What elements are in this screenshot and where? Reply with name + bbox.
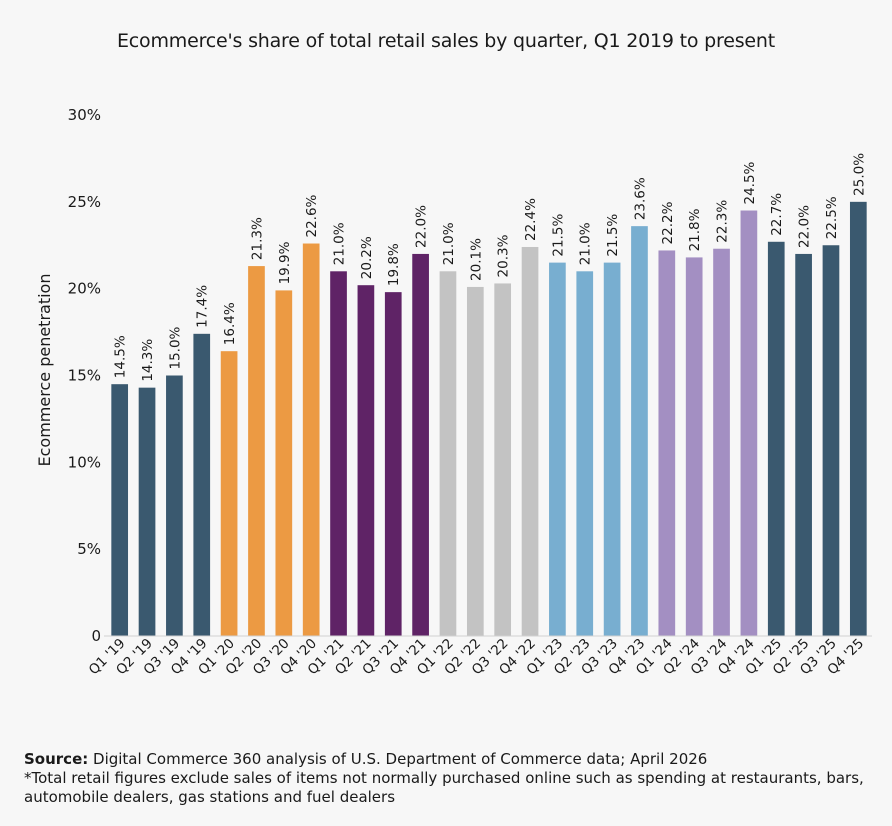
data-label: 22.5%	[824, 196, 840, 239]
y-tick-label: 30%	[68, 106, 101, 124]
bar	[193, 333, 211, 636]
data-label: 14.3%	[140, 339, 156, 382]
bar	[439, 271, 457, 636]
data-label: 22.4%	[523, 198, 539, 241]
bar	[138, 387, 156, 636]
bar	[849, 201, 867, 637]
bar	[795, 253, 812, 636]
data-label: 23.6%	[632, 177, 648, 220]
data-label: 25.0%	[851, 153, 867, 196]
y-tick-label: 25%	[68, 193, 101, 211]
data-label: 21.0%	[441, 222, 457, 265]
data-label: 14.5%	[113, 335, 129, 378]
data-label: 20.2%	[359, 236, 375, 279]
data-label: 20.1%	[468, 238, 484, 281]
bar	[576, 271, 594, 636]
bar	[220, 351, 238, 636]
bar	[631, 226, 648, 636]
y-tick-label: 10%	[68, 453, 101, 471]
bar	[494, 283, 512, 636]
bar	[330, 271, 347, 636]
bar	[111, 384, 129, 636]
data-label: 15.0%	[167, 326, 183, 369]
bar	[384, 292, 402, 636]
data-label: 21.5%	[550, 214, 566, 257]
data-label: 21.3%	[249, 217, 265, 260]
footer: Source: Digital Commerce 360 analysis of…	[24, 750, 884, 807]
bar	[713, 248, 730, 636]
bar	[740, 210, 758, 636]
data-label: 21.0%	[578, 222, 594, 265]
data-label: 21.8%	[687, 208, 703, 251]
data-label: 19.8%	[386, 243, 402, 286]
bar-chart: 0 5% 10% 15% 20% 25% 30% Ecommerce penetration…	[35, 106, 872, 679]
bars	[111, 201, 867, 637]
data-label: 21.0%	[332, 222, 348, 265]
data-label: 20.3%	[496, 234, 512, 277]
y-tick-label: 20%	[68, 280, 101, 298]
y-axis: 0 5% 10% 15% 20% 25% 30%	[68, 106, 101, 645]
source-line: Source: Digital Commerce 360 analysis of…	[24, 750, 884, 769]
bar	[521, 246, 539, 636]
data-label: 17.4%	[195, 285, 211, 328]
bar	[357, 285, 375, 636]
bar	[412, 253, 429, 636]
data-label: 16.4%	[222, 302, 238, 345]
data-label: 22.7%	[769, 193, 785, 236]
bar	[166, 375, 183, 636]
chart-title: Ecommerce's share of total retail sales …	[117, 30, 775, 52]
bar	[767, 241, 785, 636]
y-tick-label: 0	[91, 627, 101, 645]
bar	[603, 262, 621, 636]
source-text: Digital Commerce 360 analysis of U.S. De…	[88, 750, 708, 768]
y-tick-label: 5%	[77, 540, 101, 558]
data-label: 22.0%	[797, 205, 813, 248]
source-label: Source:	[24, 750, 89, 768]
bar	[466, 286, 484, 636]
bar	[685, 257, 703, 636]
bar	[275, 290, 293, 636]
data-label: 24.5%	[742, 161, 758, 204]
bar	[302, 243, 320, 636]
data-label: 22.0%	[414, 205, 430, 248]
y-axis-title: Ecommerce penetration	[35, 274, 54, 467]
data-label: 22.2%	[660, 201, 676, 244]
data-label: 22.6%	[304, 194, 320, 237]
data-label: 19.9%	[277, 241, 293, 284]
data-label: 22.3%	[715, 200, 731, 243]
data-label: 21.5%	[605, 214, 621, 257]
bar	[658, 250, 676, 636]
y-tick-label: 15%	[68, 367, 101, 385]
footnote: *Total retail figures exclude sales of i…	[24, 769, 864, 806]
bar	[248, 266, 265, 636]
data-labels: 14.5% 14.3% 15.0% 17.4% 16.4% 21.3% 19.9% 22.6%…	[113, 153, 868, 382]
bar	[549, 262, 566, 636]
bar	[822, 245, 840, 636]
